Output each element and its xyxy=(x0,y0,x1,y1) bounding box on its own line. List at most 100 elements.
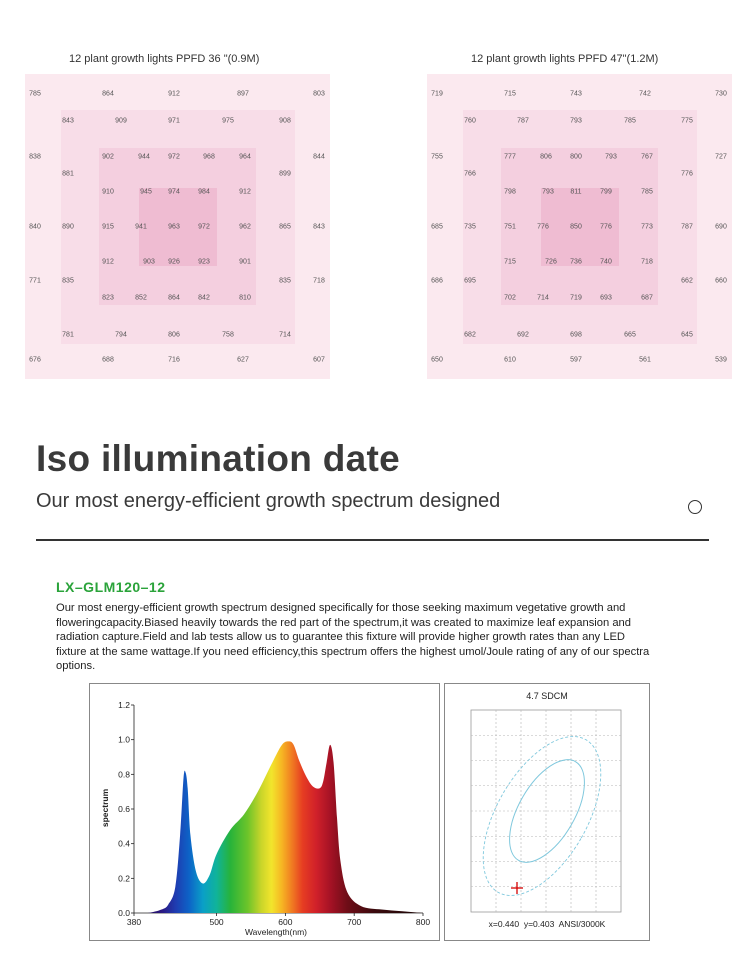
ppfd-value: 735 xyxy=(464,223,476,231)
ppfd-value: 607 xyxy=(313,356,325,364)
ppfd-value: 676 xyxy=(29,356,41,364)
ppfd-value: 944 xyxy=(138,153,150,161)
spectrum-area xyxy=(134,741,423,913)
ppfd-value: 758 xyxy=(222,331,234,339)
ppfd-value: 890 xyxy=(62,223,74,231)
x-tick-label: 800 xyxy=(416,917,430,927)
ppfd-value: 864 xyxy=(168,294,180,302)
ppfd-value: 718 xyxy=(641,258,653,266)
ppfd-value: 785 xyxy=(29,90,41,98)
ppfd-value: 835 xyxy=(279,277,291,285)
ppfd-value: 964 xyxy=(239,153,251,161)
ppfd-value: 972 xyxy=(198,223,210,231)
ppfd-value: 835 xyxy=(62,277,74,285)
x-tick-label: 700 xyxy=(347,917,361,927)
ppfd-value: 771 xyxy=(29,277,41,285)
ppfd-map-2: 719 715 743 742 730 760 787 793 785 775 755 777 806 8… xyxy=(427,74,732,379)
ppfd-zone-inner xyxy=(541,188,619,266)
ppfd-value: 688 xyxy=(102,356,114,364)
ppfd-value: 840 xyxy=(29,223,41,231)
ppfd-value: 972 xyxy=(168,153,180,161)
ppfd-value: 687 xyxy=(641,294,653,302)
ppfd-value: 912 xyxy=(239,188,251,196)
ppfd-value: 843 xyxy=(313,223,325,231)
ppfd-value: 945 xyxy=(140,188,152,196)
ppfd-value: 702 xyxy=(504,294,516,302)
sdcm-chart-panel: 4.7 SDCM x=0.440 y=0.403 ANSI/3000K xyxy=(444,683,650,941)
ppfd-value: 909 xyxy=(115,117,127,125)
ppfd-value: 740 xyxy=(600,258,612,266)
ppfd-value: 910 xyxy=(102,188,114,196)
y-tick-label: 1.2 xyxy=(118,700,130,710)
ppfd-value: 793 xyxy=(570,117,582,125)
ppfd-value: 719 xyxy=(570,294,582,302)
ppfd-value: 785 xyxy=(624,117,636,125)
ppfd-map-1-title: 12 plant growth lights PPFD 36 "(0.9M) xyxy=(69,53,260,65)
ppfd-value: 716 xyxy=(168,356,180,364)
ppfd-value: 693 xyxy=(600,294,612,302)
ppfd-value: 800 xyxy=(570,153,582,161)
ppfd-value: 806 xyxy=(168,331,180,339)
product-description: Our most energy-efficient growth spectru… xyxy=(56,602,650,672)
page-title: Iso illumination date xyxy=(36,438,400,479)
x-tick-label: 500 xyxy=(209,917,223,927)
ppfd-value: 766 xyxy=(464,170,476,178)
ppfd-value: 777 xyxy=(504,153,516,161)
y-tick-label: 1.0 xyxy=(118,735,130,745)
ppfd-value: 923 xyxy=(198,258,210,266)
sdcm-chart: 4.7 SDCM x=0.440 y=0.403 ANSI/3000K xyxy=(470,691,622,929)
ppfd-value: 850 xyxy=(570,223,582,231)
y-axis-label: spectrum xyxy=(100,788,110,827)
ppfd-value: 838 xyxy=(29,153,41,161)
ppfd-value: 823 xyxy=(102,294,114,302)
ppfd-value: 776 xyxy=(537,223,549,231)
ppfd-value: 767 xyxy=(641,153,653,161)
ppfd-value: 793 xyxy=(605,153,617,161)
ppfd-value: 773 xyxy=(641,223,653,231)
ppfd-value: 695 xyxy=(464,277,476,285)
divider xyxy=(36,539,709,541)
ppfd-value: 806 xyxy=(540,153,552,161)
ppfd-value: 682 xyxy=(464,331,476,339)
ppfd-value: 718 xyxy=(313,277,325,285)
ppfd-value: 755 xyxy=(431,153,443,161)
y-tick-label: 0.8 xyxy=(118,769,130,779)
ppfd-value: 903 xyxy=(143,258,155,266)
ppfd-value: 627 xyxy=(237,356,249,364)
ppfd-value: 685 xyxy=(431,223,443,231)
ppfd-value: 698 xyxy=(570,331,582,339)
ppfd-value: 714 xyxy=(279,331,291,339)
ppfd-value: 865 xyxy=(279,223,291,231)
ppfd-value: 660 xyxy=(715,277,727,285)
ppfd-value: 781 xyxy=(62,331,74,339)
ppfd-value: 962 xyxy=(239,223,251,231)
ppfd-value: 776 xyxy=(681,170,693,178)
sdcm-ellipse-outer xyxy=(482,736,602,896)
ppfd-value: 743 xyxy=(570,90,582,98)
x-tick-label: 380 xyxy=(127,917,141,927)
ppfd-value: 968 xyxy=(203,153,215,161)
ppfd-value: 665 xyxy=(624,331,636,339)
ppfd-value: 811 xyxy=(570,188,582,196)
ppfd-value: 736 xyxy=(570,258,582,266)
ppfd-value: 897 xyxy=(237,90,249,98)
ppfd-value: 926 xyxy=(168,258,180,266)
sdcm-annotation: x=0.440 y=0.403 ANSI/3000K xyxy=(489,919,606,929)
ppfd-value: 730 xyxy=(715,90,727,98)
ppfd-value: 787 xyxy=(517,117,529,125)
x-tick-label: 600 xyxy=(278,917,292,927)
y-tick-label: 0.0 xyxy=(118,908,130,918)
circle-icon xyxy=(688,500,702,514)
spectrum-chart: 0.0 0.2 0.4 0.6 0.8 1.0 1.2 380 500 600 700 800 Wav… xyxy=(100,700,430,937)
ppfd-value: 715 xyxy=(504,258,516,266)
ppfd-value: 984 xyxy=(198,188,210,196)
ppfd-value: 908 xyxy=(279,117,291,125)
ppfd-value: 798 xyxy=(504,188,516,196)
ppfd-value: 843 xyxy=(62,117,74,125)
ppfd-value: 719 xyxy=(431,90,443,98)
ppfd-value: 686 xyxy=(431,277,443,285)
ppfd-value: 901 xyxy=(239,258,251,266)
ppfd-value: 844 xyxy=(313,153,325,161)
sdcm-point-marker xyxy=(511,882,523,894)
ppfd-value: 912 xyxy=(102,258,114,266)
